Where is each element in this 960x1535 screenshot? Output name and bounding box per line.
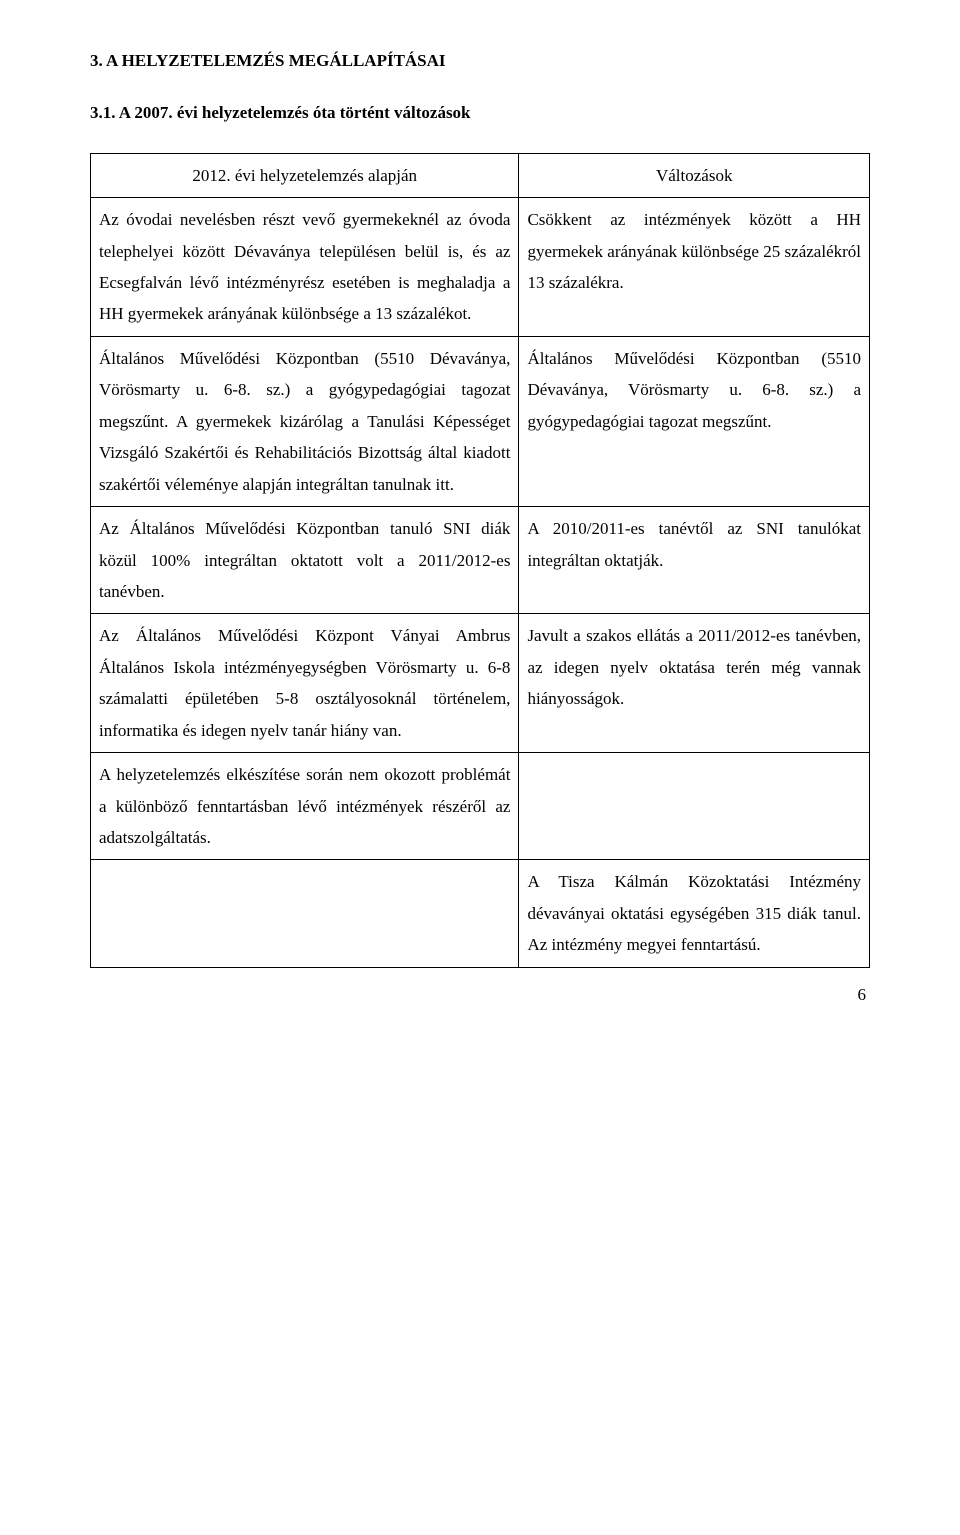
table-header-row: 2012. évi helyzetelemzés alapján Változá…	[91, 153, 870, 197]
table-header-left: 2012. évi helyzetelemzés alapján	[91, 153, 519, 197]
section-heading-main: 3. A HELYZETELEMZÉS MEGÁLLAPÍTÁSAI	[90, 48, 870, 74]
table-header-right: Változások	[519, 153, 870, 197]
table-cell-right: Csökkent az intézmények között a HH gyer…	[519, 198, 870, 337]
table-row: A Tisza Kálmán Közoktatási Intézmény dév…	[91, 860, 870, 967]
section-heading-sub: 3.1. A 2007. évi helyzetelemzés óta tört…	[90, 100, 870, 126]
table-cell-left: Az óvodai nevelésben részt vevő gyermeke…	[91, 198, 519, 337]
table-row: Az Általános Művelődési Központban tanul…	[91, 507, 870, 614]
table-cell-left: Általános Művelődési Központban (5510 Dé…	[91, 336, 519, 506]
table-row: Az Általános Művelődési Központ Ványai A…	[91, 614, 870, 753]
table-cell-left: Az Általános Művelődési Központ Ványai A…	[91, 614, 519, 753]
table-cell-right: A Tisza Kálmán Közoktatási Intézmény dév…	[519, 860, 870, 967]
page-number: 6	[90, 982, 870, 1008]
table-row: Az óvodai nevelésben részt vevő gyermeke…	[91, 198, 870, 337]
table-row: A helyzetelemzés elkészítése során nem o…	[91, 753, 870, 860]
table-cell-left	[91, 860, 519, 967]
table-cell-right	[519, 753, 870, 860]
table-row: Általános Művelődési Központban (5510 Dé…	[91, 336, 870, 506]
table-cell-left: A helyzetelemzés elkészítése során nem o…	[91, 753, 519, 860]
table-cell-right: A 2010/2011-es tanévtől az SNI tanulókat…	[519, 507, 870, 614]
changes-table: 2012. évi helyzetelemzés alapján Változá…	[90, 153, 870, 968]
table-cell-right: Javult a szakos ellátás a 2011/2012-es t…	[519, 614, 870, 753]
table-cell-left: Az Általános Művelődési Központban tanul…	[91, 507, 519, 614]
table-cell-right: Általános Művelődési Központban (5510 Dé…	[519, 336, 870, 506]
